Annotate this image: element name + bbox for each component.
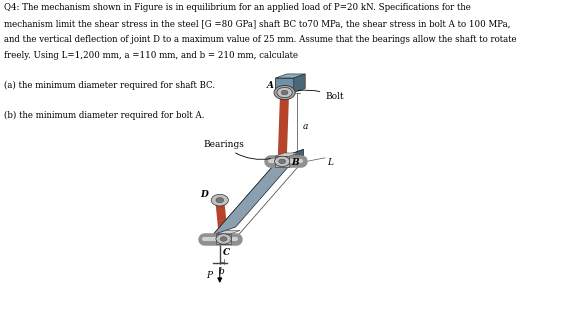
Circle shape [274, 85, 295, 100]
Polygon shape [280, 149, 303, 165]
Polygon shape [216, 230, 240, 234]
Polygon shape [275, 153, 298, 156]
Text: P: P [207, 271, 212, 280]
Circle shape [279, 159, 285, 163]
Circle shape [216, 198, 224, 203]
Circle shape [277, 87, 292, 98]
Text: C: C [223, 248, 230, 257]
Circle shape [220, 237, 227, 241]
Text: A: A [267, 81, 274, 90]
Text: L: L [328, 158, 333, 167]
Polygon shape [275, 78, 294, 93]
Polygon shape [216, 234, 231, 244]
Text: b: b [219, 267, 225, 276]
Text: Q4: The mechanism shown in Figure is in equilibrium for an applied load of P=20 : Q4: The mechanism shown in Figure is in … [4, 3, 470, 12]
Circle shape [211, 194, 228, 206]
Text: (a) the minimum diameter required for shaft BC.: (a) the minimum diameter required for sh… [4, 81, 215, 90]
Text: mechanism limit the shear stress in the steel [G =80 GPa] shaft BC to70 MPa, the: mechanism limit the shear stress in the … [4, 19, 510, 28]
Polygon shape [212, 157, 280, 243]
Circle shape [279, 159, 285, 164]
Polygon shape [275, 74, 305, 78]
Polygon shape [212, 149, 303, 235]
Text: Bolt: Bolt [298, 90, 344, 101]
Circle shape [281, 90, 288, 95]
Circle shape [217, 234, 230, 244]
Text: and the vertical deflection of joint D to a maximum value of 25 mm. Assume that : and the vertical deflection of joint D t… [4, 35, 516, 44]
Text: Bearings: Bearings [203, 140, 271, 159]
Text: freely. Using L=1,200 mm, a =110 mm, and b = 210 mm, calculate: freely. Using L=1,200 mm, a =110 mm, and… [4, 52, 298, 61]
Text: (b) the minimum diameter required for bolt A.: (b) the minimum diameter required for bo… [4, 111, 205, 120]
Circle shape [216, 234, 232, 244]
Polygon shape [275, 156, 289, 167]
Circle shape [280, 89, 289, 96]
Circle shape [275, 157, 289, 166]
Text: B: B [291, 158, 298, 168]
Text: D: D [200, 189, 208, 199]
Circle shape [221, 237, 226, 241]
Circle shape [274, 156, 290, 167]
Polygon shape [294, 74, 305, 93]
Text: a: a [302, 122, 308, 131]
